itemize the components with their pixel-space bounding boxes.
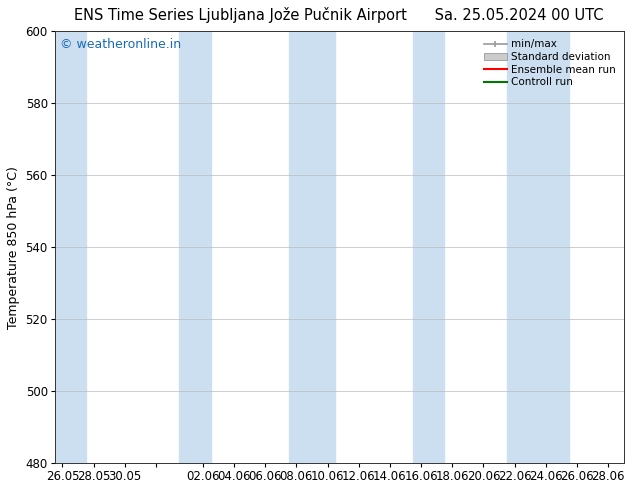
Title: ENS Time Series Ljubljana Jože Pučnik Airport      Sa. 25.05.2024 00 UTC: ENS Time Series Ljubljana Jože Pučnik Ai… [74,7,604,23]
Bar [507,31,569,463]
Y-axis label: Temperature 850 hPa (°C): Temperature 850 hPa (°C) [7,166,20,328]
Bar [288,31,335,463]
Bar [55,31,86,463]
Legend: min/max, Standard deviation, Ensemble mean run, Controll run: min/max, Standard deviation, Ensemble me… [481,36,619,90]
Text: © weatheronline.in: © weatheronline.in [60,38,181,50]
Bar [413,31,444,463]
Bar [179,31,210,463]
